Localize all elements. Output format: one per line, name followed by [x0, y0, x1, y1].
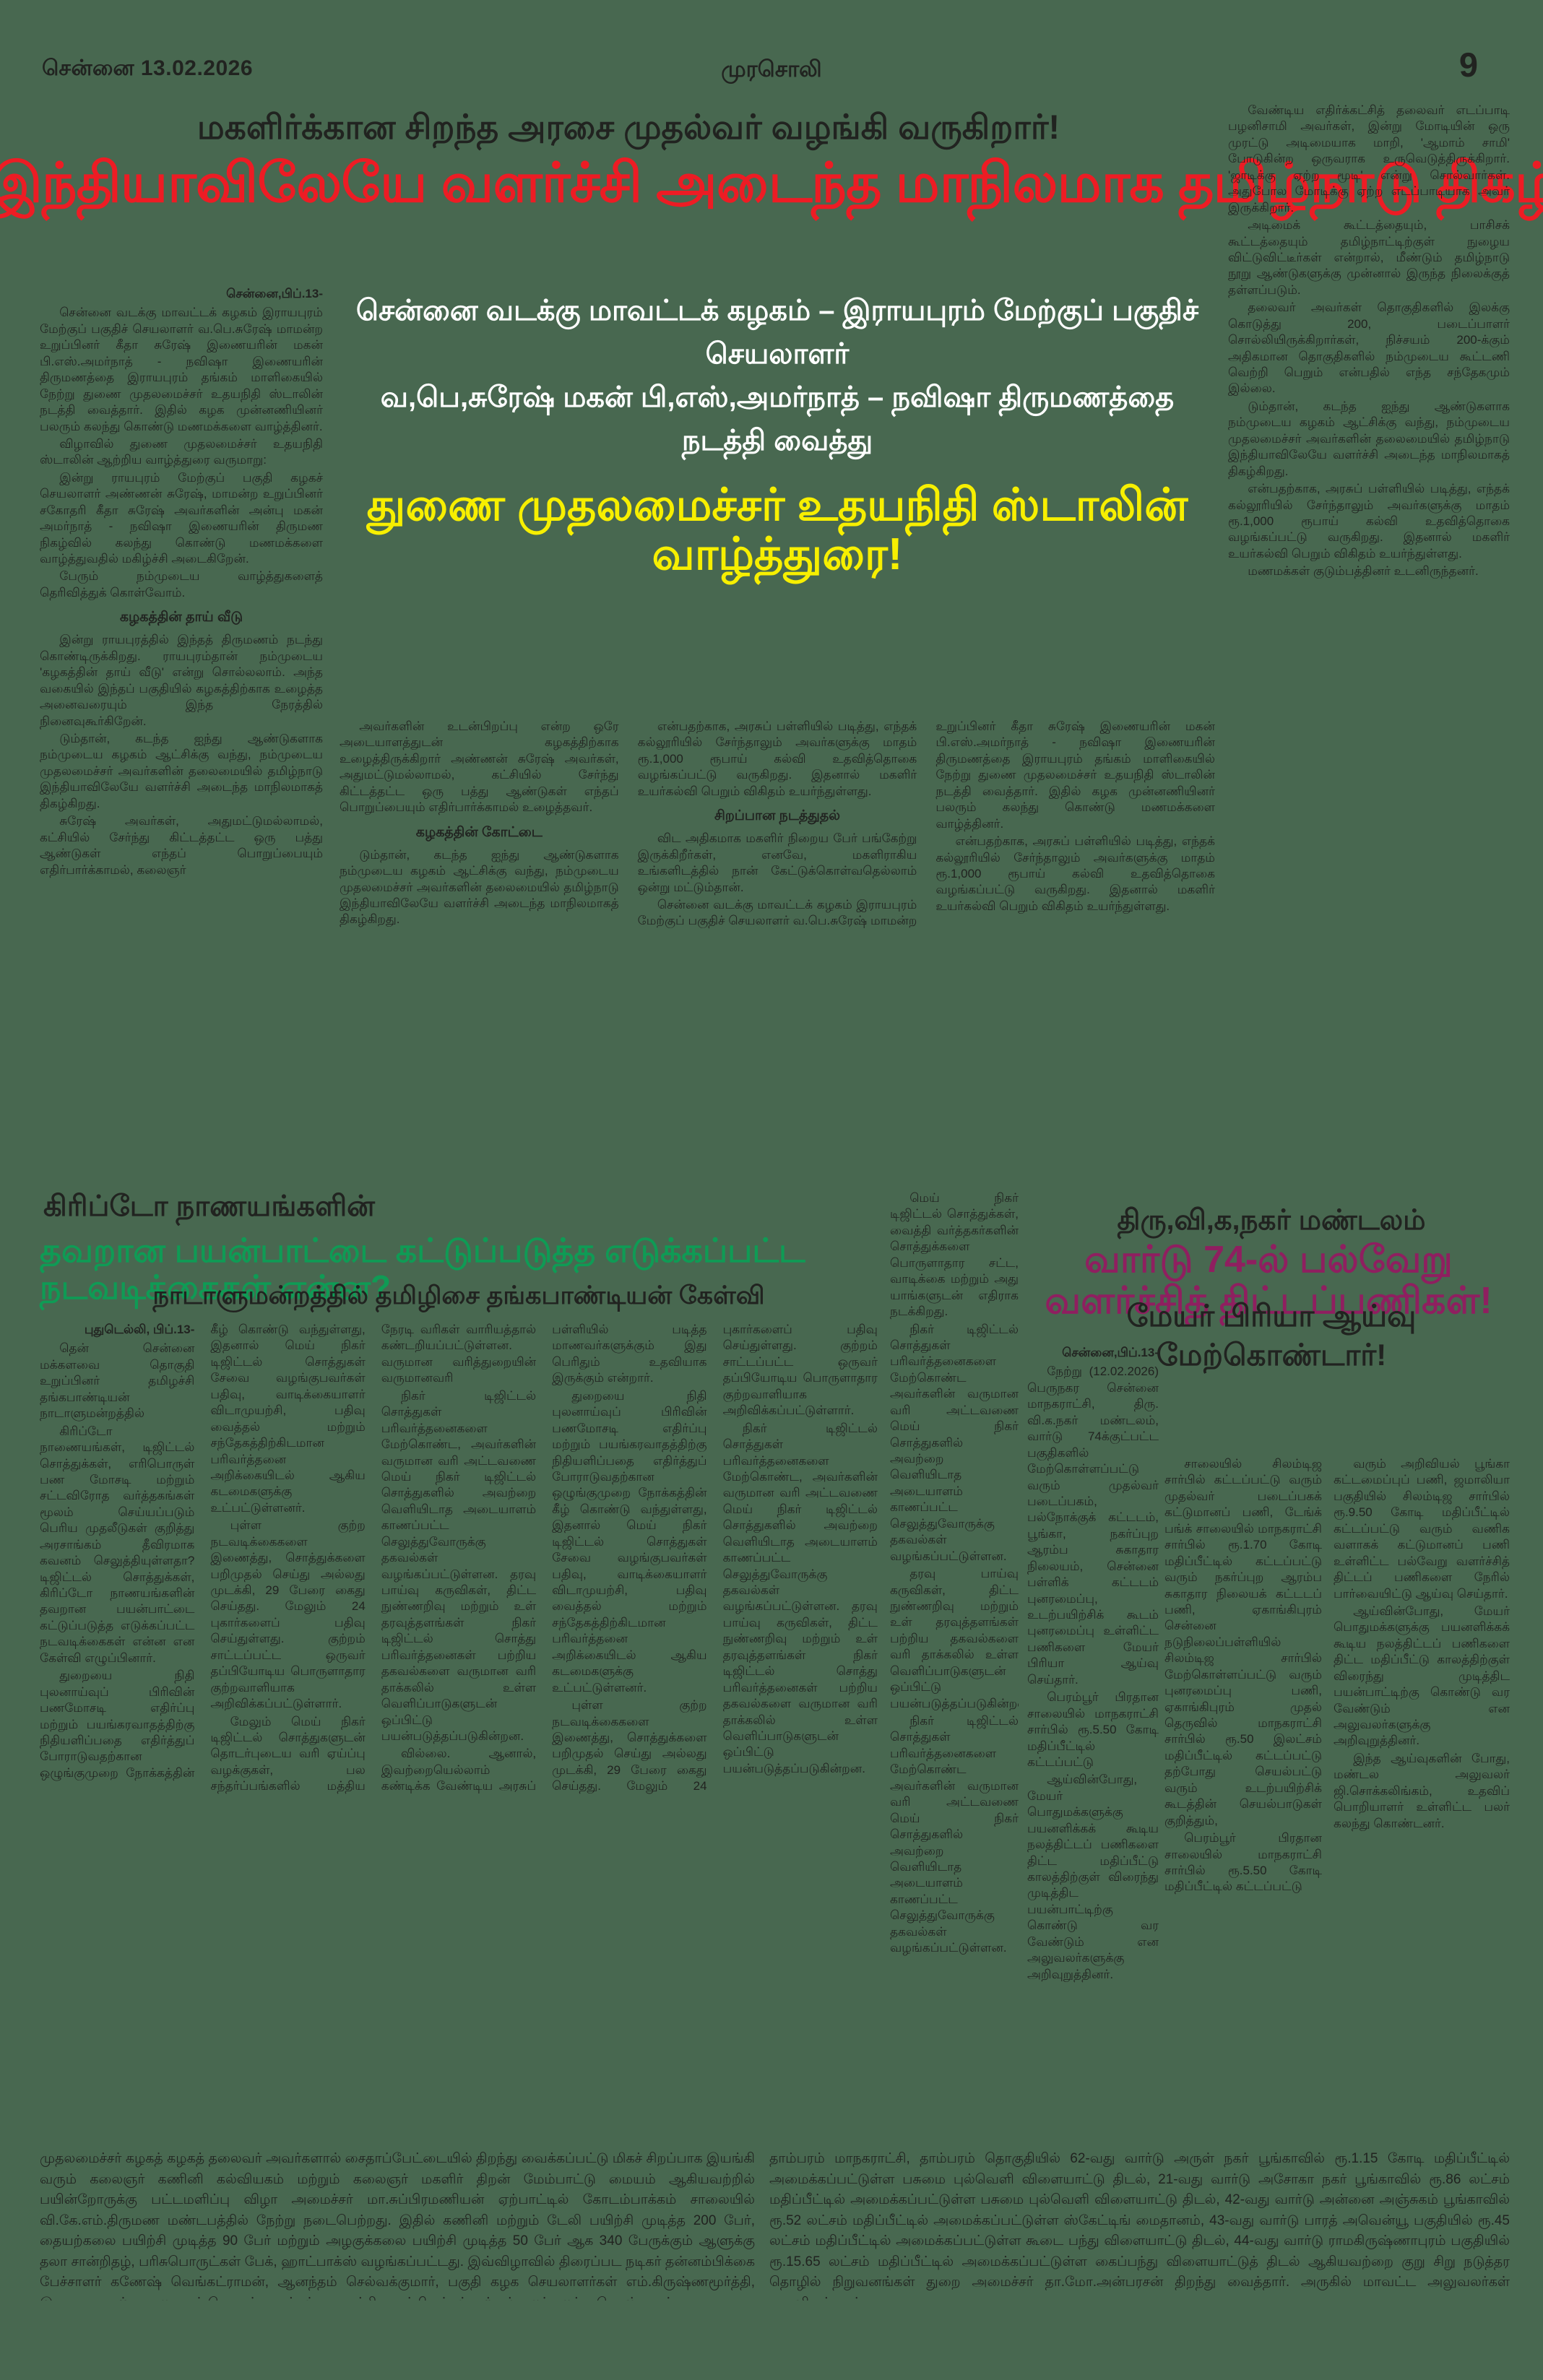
lead-paragraph: மணமக்கள் குடும்பத்தினர் உடனிருந்தனர். — [1248, 564, 1479, 579]
crypto-green-headline: தவறான பயன்பாட்டை கட்டுப்படுத்த எடுக்கப்ப… — [40, 1232, 805, 1306]
crypto-paragraph: புள்ள குற்ற நடவடிக்கைகளை இணைத்து, சொத்து… — [552, 1323, 878, 1793]
lead-subhead-line2: வ,பெ,சுரேஷ் மகன் பி,எஸ்,அமர்நாத் – நவிஷா… — [380, 381, 1175, 456]
lead-subhead-line1: சென்னை வடக்கு மாவட்டக் கழகம் – இராயபுரம்… — [355, 295, 1199, 370]
lead-right-column: வேண்டிய எதிர்க்கட்சித் தலைவர் எடப்பாடி ப… — [1228, 103, 1510, 1108]
crypto-paragraph: துறையை நிதி புலனாய்வுப் பிரிவின் பணமோசடி… — [552, 1388, 707, 1695]
lead-photo-placeholder — [340, 477, 1215, 715]
lead-dateline: சென்னை,பிப்.13- — [226, 287, 323, 300]
crypto-paragraph: நிகர் டிஜிட்டல் சொத்துகள் பரிவர்த்தனைகளை… — [381, 1388, 537, 1743]
ward-paragraph: தரவு பாய்வு கருவிகள், திட்ட நுண்ணறிவு மற… — [890, 1567, 1019, 1710]
ward-paragraph: நிகர் டிஜிட்டல் சொத்துகள் பரிவர்த்தனைகளை… — [890, 1322, 1019, 1563]
ward-paragraph: சாலையில் சிலம்டிஜ சார்பில் கட்டப்பட்டு வ… — [1164, 1457, 1322, 1827]
lead-paragraph: டும்தான், கடந்த ஐந்து ஆண்டுகளாக நம்முடைய… — [1228, 399, 1510, 478]
lead-paragraph: என்பதற்காக, அரசுப் பள்ளியில் படித்து, எந… — [935, 834, 1215, 913]
ward-paragraph: வரும் அறிவியல் பூங்கா கட்டமைப்புப் பணி, … — [1334, 1457, 1510, 1601]
lead-paragraph: வேண்டிய எதிர்க்கட்சித் தலைவர் எடப்பாடி ப… — [1228, 103, 1510, 215]
ward-zone-headline: திரு,வி,க,நகர் மண்டலம் — [1117, 1205, 1426, 1236]
ward-paragraph: பெரம்பூர் பிரதான சாலையில் மாநகராட்சி சார… — [1027, 1690, 1159, 1769]
crypto-subheadline: நாடாளுமன்றத்தில் தமிழிசை தங்கபாண்டியன் க… — [152, 1281, 765, 1310]
lead-paragraph: தலைவர் அவர்கள் தொகுதிகளில் இலக்கு கொடுத்… — [1228, 300, 1510, 396]
ward-column-2: சாலையில் சிலம்டிஜ சார்பில் கட்டப்பட்டு வ… — [1164, 1456, 1322, 2077]
bottom-news-right: தாம்பரம் மாநகராட்சி, தாம்பரம் தொகுதியில்… — [769, 2151, 1510, 2301]
lead-paragraph: இன்று ராயபுரம் மேற்குப் பகுதி கழகச் செயல… — [40, 470, 323, 566]
ward-paragraph: நிகர் டிஜிட்டல் சொத்துகள் பரிவர்த்தனைகளை… — [890, 1714, 1019, 1955]
lead-paragraph: விட அதிகமாக மகளிர் நிறைய பேர் பங்கேற்று … — [637, 831, 917, 894]
lead-paragraph: என்பதற்காக, அரசுப் பள்ளியில் படித்து, எந… — [1228, 482, 1510, 561]
lead-column-subhead: சிறப்பான நடத்துதல் — [714, 808, 840, 824]
ward-column-1: சென்னை,பிப்.13- நேற்று (12.02.2026) பெரு… — [1027, 1345, 1159, 2077]
crypto-paragraph: துறையை நிதி புலனாய்வுப் பிரிவின் பணமோசடி… — [40, 1323, 366, 1780]
lead-paragraph: அவர்களின் உடன்பிறப்பு என்ற ஒரே அடையாளத்த… — [340, 719, 619, 815]
bottom-news-left: முதலமைச்சர் கழகத் கழகத் தலைவர் அவர்களால்… — [40, 2151, 755, 2301]
ward-paragraph: பெரம்பூர் பிரதான சாலையில் மாநகராட்சி சார… — [1164, 1831, 1322, 1894]
edition-date: சென்னை 13.02.2026 — [42, 56, 254, 80]
lead-subhead-block: சென்னை வடக்கு மாவட்டக் கழகம் – இராயபுரம்… — [340, 289, 1215, 579]
lead-paragraph: சென்னை வடக்கு மாவட்டக் கழகம் இராயபுரம் ம… — [40, 306, 323, 433]
ward-paragraph: மெய் நிகர் டிஜிட்டல் சொத்துக்கள், வைத்தி… — [890, 1191, 1019, 1319]
crypto-paragraph: வில்லை. ஆனால், இவற்றையெல்லாம் கண்டிக்க வ… — [381, 1323, 707, 1793]
crypto-paragraph: தென் சென்னை மக்களவை தொகுதி உறுப்பினர் தம… — [40, 1341, 195, 1421]
ward-dateline: சென்னை,பிப்.13- — [1062, 1346, 1159, 1359]
lead-paragraph: என்பதற்காக, அரசுப் பள்ளியில் படித்து, எந… — [637, 719, 917, 798]
crypto-body-columns: புதுடெல்லி, பிப்.13- தென் சென்னை மக்களவை… — [40, 1322, 878, 2077]
ward-column-3: வரும் அறிவியல் பூங்கா கட்டமைப்புப் பணி, … — [1334, 1456, 1510, 2077]
ward-continuation-column: மெய் நிகர் டிஜிட்டல் சொத்துக்கள், வைத்தி… — [890, 1190, 1019, 2077]
crypto-paragraph: நிகர் டிஜிட்டல் சொத்துகள் பரிவர்த்தனைகளை… — [722, 1421, 878, 1775]
lead-kicker: மகளிர்க்கான சிறந்த அரசை முதல்வர் வழங்கி … — [196, 108, 1060, 146]
lead-paragraph: விழாவில் துணை முதலமைச்சர் உதயநிதி ஸ்டாலி… — [40, 436, 323, 467]
lead-paragraph: டும்தான், கடந்த ஐந்து ஆண்டுகளாக நம்முடைய… — [40, 732, 323, 810]
ward-main-headline: வார்டு 74-ல் பல்வேறு வளர்ச்சித் திட்டப்ப… — [1045, 1239, 1492, 1323]
lead-paragraph: சென்னை வடக்கு மாவட்டக் கழகம் இராயபுரம் ம… — [637, 719, 1215, 928]
crypto-dateline: புதுடெல்லி, பிப்.13- — [84, 1323, 195, 1336]
ward-photo-placeholder — [1167, 1345, 1510, 1452]
lead-paragraph: பேரும் நம்முடைய வாழ்த்துகளைத் தெரிவித்து… — [40, 569, 323, 600]
ward-paragraph: ஆய்வின்போது, மேயர் பொதுமக்களுக்கு பயனளிக… — [1027, 1773, 1159, 1981]
lead-yellow-headline: துணை முதலமைச்சர் உதயநிதி ஸ்டாலின் வாழ்த்… — [366, 480, 1188, 580]
lead-paragraph: சுரேஷ் அவர்கள், அதுமட்டுமல்லாமல், கட்சிய… — [40, 814, 323, 877]
ward-paragraph: நேற்று (12.02.2026) பெருநகர சென்னை மாநகர… — [1027, 1364, 1159, 1687]
page-number: 9 — [1458, 46, 1478, 84]
crypto-paragraph: புள்ள குற்ற நடவடிக்கைகளை இணைத்து, சொத்து… — [210, 1518, 366, 1711]
lead-left-column: சென்னை,பிப்.13- சென்னை வடக்கு மாவட்டக் க… — [40, 286, 323, 1180]
lead-main-headline: இந்தியாவிலேயே வளர்ச்சி அடைந்த மாநிலமாக த… — [0, 152, 1543, 214]
lead-column-subhead: கழகத்தின் கோட்டை — [415, 824, 543, 840]
crypto-kicker-headline: கிரிப்டோ நாணயங்களின் — [43, 1190, 375, 1222]
lead-middle-columns: அவர்களின் உடன்பிறப்பு என்ற ஒரே அடையாளத்த… — [340, 719, 1215, 1180]
lead-paragraph: டும்தான், கடந்த ஐந்து ஆண்டுகளாக நம்முடைய… — [340, 847, 619, 927]
ward-paragraph: இந்த ஆய்வுகளின் போது, மண்டல அலுவலர் ஜி.ச… — [1334, 1751, 1510, 1830]
lead-column-subhead: கழகத்தின் தாய் வீடு — [119, 610, 243, 626]
crypto-paragraph: கிரிப்டோ நாணையங்கள், டிஜிட்டல் சொத்துக்க… — [40, 1424, 195, 1665]
crypto-paragraph: மேலும் மெய் நிகர் டிஜிட்டல் சொத்துகளுடன்… — [210, 1323, 537, 1793]
lead-paragraph: இன்று ராயபுரத்தில் இந்தத் திருமணம் நடந்த… — [40, 633, 323, 728]
ward-paragraph: ஆய்வின்போது, மேயர் பொதுமக்களுக்கு பயனளிக… — [1334, 1604, 1510, 1748]
masthead-title: முரசொலி — [721, 56, 822, 82]
lead-paragraph: அடிமைக் கூட்டத்தையும், பாசிசக் கூட்டத்தை… — [1228, 218, 1510, 297]
ward-mayor-headline: மேயர் பிரியா ஆய்வு மேற்கொண்டார்! — [1126, 1299, 1417, 1372]
